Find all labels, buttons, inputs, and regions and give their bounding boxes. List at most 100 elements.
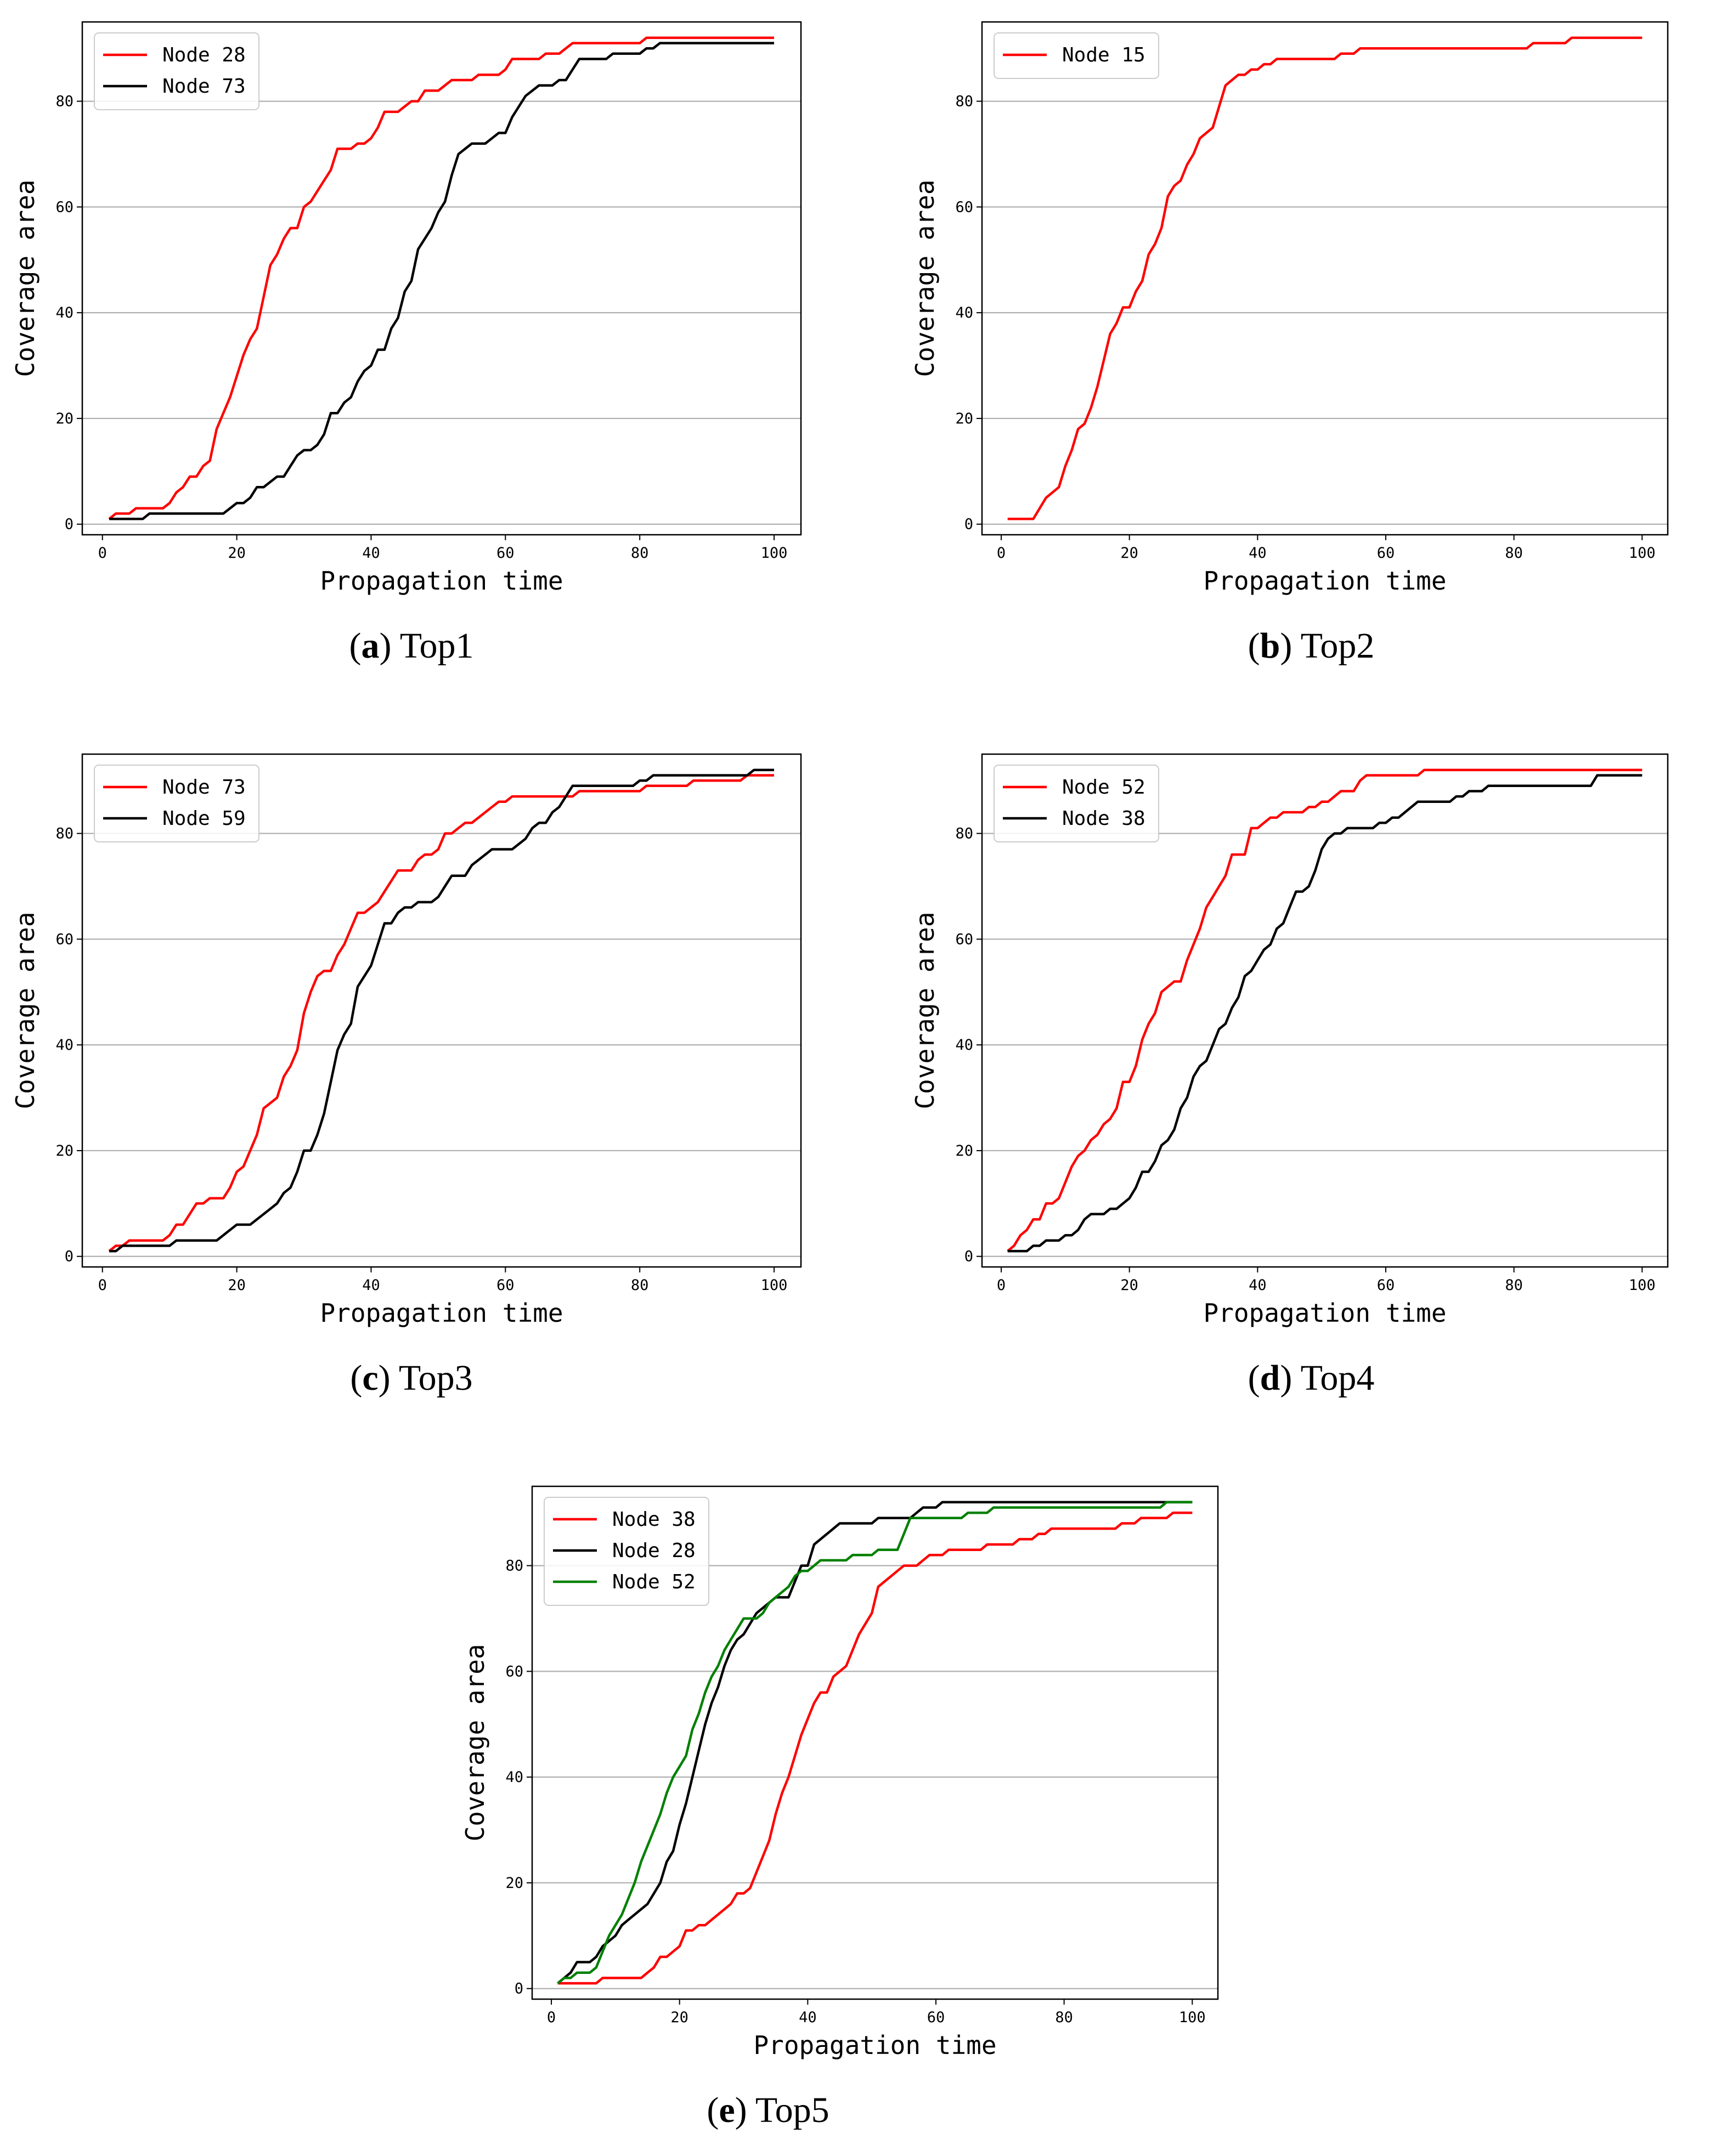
- x-tick-label: 40: [799, 2009, 817, 2026]
- y-tick-label: 60: [505, 1663, 523, 1680]
- chart-panel-a: 0 20 40 60 80 0 20 40 60 80 100 Node 28 Node 73 Propa…: [0, 16, 812, 609]
- chart-panel-b: 0 20 40 60 80 0 20 40 60 80 100 Node 15 Propagation …: [900, 16, 1701, 609]
- legend-label: Node 28: [162, 44, 246, 66]
- x-axis-label: Propagation time: [1203, 566, 1446, 596]
- series-line-node-59: [109, 768, 774, 1253]
- x-tick-label: 20: [1120, 545, 1138, 562]
- legend-box: [544, 1497, 709, 1606]
- x-tick-label: 40: [1249, 545, 1267, 562]
- y-tick-label: 60: [955, 199, 973, 216]
- caption-e: (e) Top5: [707, 2090, 829, 2130]
- series-line-node-38: [1007, 774, 1643, 1253]
- x-tick-label: 60: [496, 1277, 515, 1294]
- y-tick-label: 0: [964, 1248, 973, 1265]
- plot-frame: [981, 21, 1669, 536]
- x-axis-label: Propagation time: [753, 2030, 996, 2060]
- legend-label: Node 52: [1062, 776, 1145, 799]
- x-axis-label: Propagation time: [1203, 1298, 1446, 1328]
- y-tick-label: 80: [955, 825, 973, 842]
- x-tick-label: 20: [228, 545, 246, 562]
- chart-a: 0 20 40 60 80 0 20 40 60 80 100 Node 28 Node 73 Propa…: [10, 21, 802, 596]
- x-tick-label: 40: [362, 545, 380, 562]
- y-tick-label: 60: [955, 931, 973, 948]
- legend-label: Node 59: [162, 807, 246, 830]
- caption-c: (c) Top3: [350, 1358, 473, 1398]
- legend-box: [994, 765, 1159, 842]
- x-tick-label: 0: [997, 1277, 1006, 1294]
- y-tick-label: 80: [55, 825, 74, 842]
- y-axis-label: Coverage area: [460, 1644, 490, 1841]
- legend-label: Node 73: [162, 776, 246, 799]
- series-line-node-28: [557, 1501, 1193, 1984]
- plot-frame: [81, 753, 802, 1268]
- legend-label: Node 52: [612, 1571, 696, 1593]
- legend-label: Node 73: [162, 75, 246, 98]
- x-tick-label: 20: [670, 2009, 688, 2026]
- x-tick-label: 100: [761, 1277, 788, 1294]
- y-tick-label: 0: [65, 516, 74, 533]
- y-tick-label: 60: [55, 199, 74, 216]
- series-line-node-52: [557, 1501, 1193, 1984]
- x-tick-label: 0: [997, 545, 1006, 562]
- y-axis-label: Coverage area: [910, 912, 940, 1109]
- x-tick-label: 0: [547, 2009, 556, 2026]
- caption-b: (b) Top2: [1248, 626, 1375, 666]
- caption-a: (a) Top1: [349, 626, 474, 666]
- series-line-node-73: [109, 42, 774, 520]
- series-line-node-28: [108, 36, 774, 520]
- x-tick-label: 80: [631, 1277, 649, 1294]
- x-tick-label: 20: [1120, 1277, 1138, 1294]
- legend-label: Node 28: [612, 1540, 696, 1562]
- y-axis-label: Coverage area: [910, 179, 940, 377]
- chart-d: 0 20 40 60 80 0 20 40 60 80 100 Node 52 Node 38 Propa…: [910, 753, 1669, 1328]
- y-tick-label: 0: [515, 1980, 523, 1997]
- y-axis-label: Coverage area: [10, 179, 40, 377]
- y-tick-label: 40: [55, 1037, 74, 1054]
- chart-panel-c: 0 20 40 60 80 0 20 40 60 80 100 Node 73 Node 59 Propa…: [0, 749, 812, 1341]
- x-tick-label: 100: [1629, 545, 1656, 562]
- x-tick-label: 0: [98, 1277, 107, 1294]
- plot-frame: [531, 1485, 1219, 2000]
- plot-frame: [981, 753, 1669, 1268]
- x-tick-label: 80: [631, 545, 649, 562]
- legend-label: Node 15: [1062, 44, 1145, 66]
- x-axis-label: Propagation time: [320, 566, 563, 596]
- legend-label: Node 38: [1062, 807, 1145, 830]
- x-tick-label: 100: [761, 545, 788, 562]
- x-tick-label: 100: [1179, 2009, 1206, 2026]
- caption-d: (d) Top4: [1248, 1358, 1375, 1398]
- plot-frame: [81, 21, 802, 536]
- series-line-node-52: [1007, 768, 1643, 1252]
- legend-label: Node 38: [612, 1508, 696, 1531]
- y-tick-label: 20: [55, 410, 74, 427]
- chart-panel-d: 0 20 40 60 80 0 20 40 60 80 100 Node 52 Node 38 Propa…: [900, 749, 1701, 1341]
- y-axis-label: Coverage area: [10, 912, 40, 1109]
- x-tick-label: 80: [1505, 1277, 1523, 1294]
- chart-c: 0 20 40 60 80 0 20 40 60 80 100 Node 73 Node 59 Propa…: [10, 753, 802, 1328]
- x-tick-label: 60: [1377, 1277, 1395, 1294]
- legend-box: [994, 32, 1159, 79]
- y-tick-label: 20: [955, 1142, 973, 1159]
- x-tick-label: 40: [1249, 1277, 1267, 1294]
- legend-box: [94, 765, 259, 842]
- y-tick-label: 20: [505, 1875, 523, 1892]
- chart-b: 0 20 40 60 80 0 20 40 60 80 100 Node 15 Propagation …: [910, 21, 1669, 596]
- y-tick-label: 40: [955, 304, 973, 321]
- legend-box: [94, 32, 259, 110]
- y-tick-label: 80: [505, 1558, 523, 1575]
- x-tick-label: 60: [927, 2009, 945, 2026]
- x-tick-label: 20: [228, 1277, 246, 1294]
- x-tick-label: 80: [1055, 2009, 1073, 2026]
- y-tick-label: 20: [955, 410, 973, 427]
- chart-panel-e: 0 20 40 60 80 0 20 40 60 80 100 Node 38 Node 28 Node …: [450, 1481, 1251, 2073]
- x-tick-label: 60: [1377, 545, 1395, 562]
- series-line-node-38: [557, 1511, 1193, 1985]
- x-axis-label: Propagation time: [320, 1298, 563, 1328]
- y-tick-label: 80: [55, 93, 74, 110]
- x-tick-label: 60: [496, 545, 515, 562]
- y-tick-label: 0: [964, 516, 973, 533]
- x-tick-label: 0: [98, 545, 107, 562]
- y-tick-label: 60: [55, 931, 74, 948]
- chart-e: 0 20 40 60 80 0 20 40 60 80 100 Node 38 Node 28 Node …: [460, 1485, 1219, 2060]
- x-tick-label: 40: [362, 1277, 380, 1294]
